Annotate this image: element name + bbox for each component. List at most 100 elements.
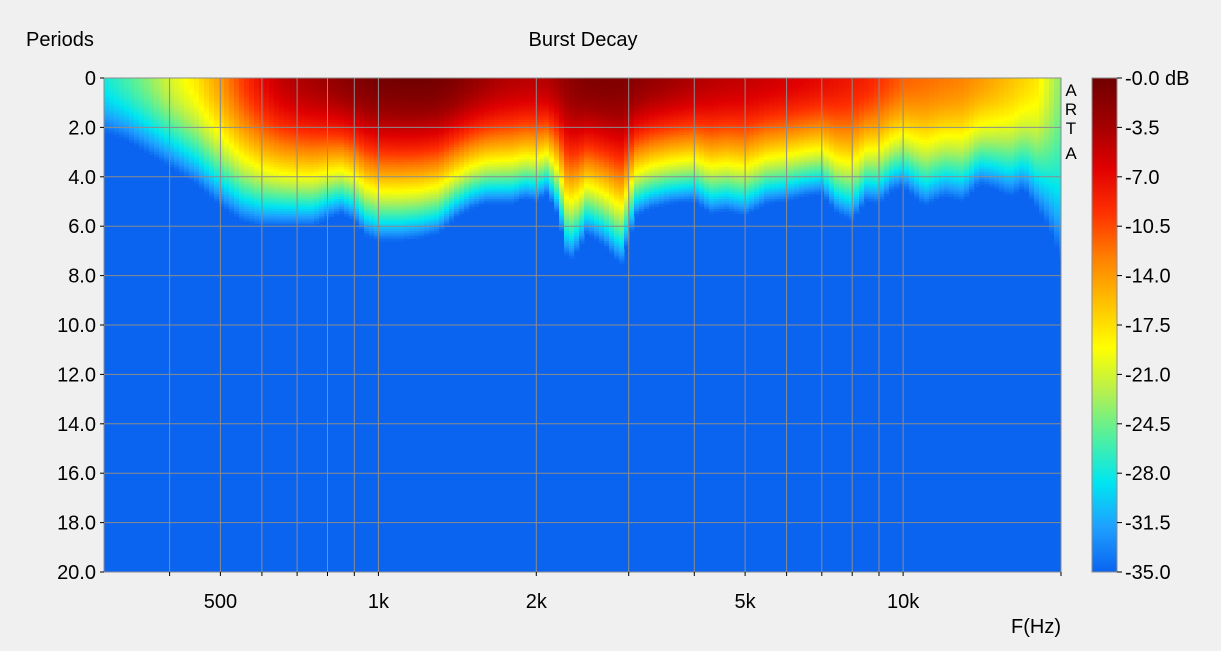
heatmap-cell <box>509 85 515 89</box>
heatmap-cell <box>489 87 495 91</box>
heatmap-cell <box>234 213 240 217</box>
heatmap-cell <box>279 110 285 114</box>
heatmap-cell <box>469 80 475 84</box>
heatmap-cell <box>439 129 445 133</box>
heatmap-cell <box>159 115 165 119</box>
heatmap-cell <box>219 199 225 202</box>
heatmap-cell <box>464 149 470 153</box>
heatmap-cell <box>389 95 395 99</box>
heatmap-cell <box>474 134 480 138</box>
heatmap-cell <box>404 119 410 123</box>
heatmap-cell <box>274 201 280 205</box>
heatmap-cell <box>254 142 260 146</box>
heatmap-cell <box>514 115 520 119</box>
heatmap-cell <box>374 107 380 111</box>
heatmap-cell <box>524 110 530 114</box>
heatmap-cell <box>254 218 260 222</box>
heatmap-cell <box>509 184 515 188</box>
heatmap-cell <box>359 134 365 138</box>
heatmap-cell <box>379 223 385 227</box>
heatmap-cell <box>429 159 435 163</box>
heatmap-cell <box>279 184 285 188</box>
heatmap-cell <box>299 139 305 143</box>
heatmap-cell <box>289 208 295 212</box>
heatmap-cell <box>219 122 225 126</box>
heatmap-cell <box>149 119 155 123</box>
heatmap-cell <box>394 134 400 138</box>
heatmap-cell <box>139 129 145 133</box>
heatmap-cell <box>464 147 470 151</box>
heatmap-cell <box>209 127 215 131</box>
heatmap-cell <box>229 147 235 151</box>
heatmap-cell <box>489 157 495 161</box>
heatmap-cell <box>354 191 360 195</box>
heatmap-cell <box>364 199 370 202</box>
heatmap-cell <box>204 137 210 141</box>
heatmap-cell <box>464 112 470 116</box>
heatmap-cell <box>234 211 240 215</box>
heatmap-cell <box>254 90 260 94</box>
heatmap-cell <box>329 179 335 183</box>
heatmap-cell <box>219 112 225 116</box>
heatmap-cell <box>509 132 515 136</box>
heatmap-cell <box>444 147 450 151</box>
heatmap-cell <box>494 186 500 190</box>
heatmap-cell <box>359 201 365 205</box>
heatmap-cell <box>219 149 225 153</box>
heatmap-cell <box>214 95 220 99</box>
heatmap-cell <box>499 107 505 111</box>
heatmap-cell <box>409 228 415 232</box>
heatmap-cell <box>184 152 190 156</box>
heatmap-cell <box>464 115 470 119</box>
heatmap-cell <box>174 119 180 123</box>
heatmap-cell <box>149 85 155 89</box>
heatmap-cell <box>404 154 410 158</box>
heatmap-cell <box>334 206 340 210</box>
heatmap-cell <box>374 166 380 170</box>
heatmap-cell <box>199 90 205 94</box>
heatmap-cell <box>194 179 200 183</box>
heatmap-cell <box>304 199 310 202</box>
heatmap-cell <box>449 137 455 141</box>
heatmap-cell <box>359 179 365 183</box>
heatmap-cell <box>309 110 315 114</box>
heatmap-cell <box>359 110 365 114</box>
heatmap-cell <box>309 218 315 222</box>
heatmap-cell <box>109 100 115 104</box>
heatmap-cell <box>399 115 405 119</box>
heatmap-cell <box>474 92 480 96</box>
heatmap-cell <box>189 112 195 116</box>
heatmap-cell <box>394 124 400 128</box>
heatmap-cell <box>249 142 255 146</box>
heatmap-cell <box>314 184 320 188</box>
heatmap-cell <box>264 137 270 141</box>
heatmap-cell <box>269 211 275 215</box>
heatmap-column <box>239 78 245 222</box>
heatmap-cell <box>229 119 235 123</box>
heatmap-cell <box>479 157 485 161</box>
heatmap-cell <box>404 199 410 202</box>
heatmap-cell <box>254 161 260 165</box>
heatmap-cell <box>344 147 350 151</box>
heatmap-cell <box>229 179 235 183</box>
heatmap-cell <box>369 184 375 188</box>
heatmap-cell <box>234 194 240 198</box>
heatmap-cell <box>364 139 370 143</box>
heatmap-cell <box>454 179 460 183</box>
heatmap-cell <box>484 112 490 116</box>
heatmap-cell <box>329 129 335 133</box>
heatmap-cell <box>184 112 190 116</box>
heatmap-cell <box>389 179 395 183</box>
heatmap-cell <box>254 147 260 151</box>
heatmap-cell <box>409 82 415 86</box>
heatmap-cell <box>454 119 460 123</box>
heatmap-cell <box>224 122 230 126</box>
heatmap-cell <box>224 208 230 212</box>
heatmap-cell <box>359 216 365 220</box>
heatmap-cell <box>509 82 515 86</box>
heatmap-cell <box>429 186 435 190</box>
heatmap-cell <box>524 194 530 198</box>
heatmap-cell <box>299 144 305 148</box>
heatmap-cell <box>384 97 390 101</box>
heatmap-cell <box>194 127 200 131</box>
